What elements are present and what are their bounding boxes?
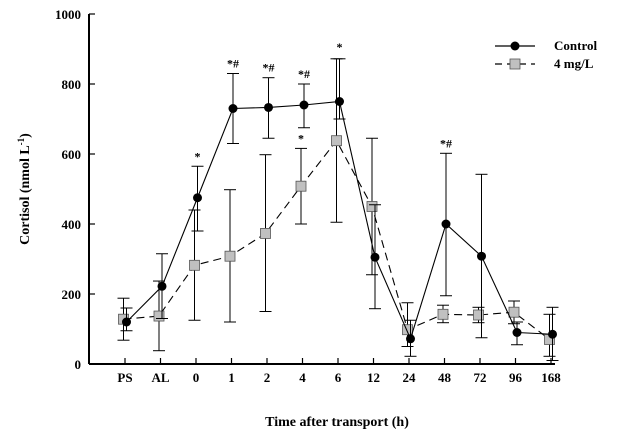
y-tick-label: 600 [62,147,82,162]
data-point [295,180,307,192]
legend-control-marker [510,41,520,51]
data-point [122,317,131,327]
data-point [331,135,342,147]
data-point [224,250,236,262]
axes-frame [88,14,555,365]
x-tick-label: 4 [299,370,306,385]
significance-marker: *# [298,67,310,81]
y-tick-label: 0 [75,357,82,372]
y-tick-label: 800 [62,77,82,92]
data-point [437,308,449,320]
legend-4mgl-label: 4 mg/L [554,56,594,71]
x-tick-label: 168 [541,370,561,385]
x-tick-label: 96 [509,370,523,385]
y-axis-label-main: Cortisol (nmol L [18,145,33,245]
x-axis-ticks: PS AL 0 1 2 4 6 12 24 48 72 96 168 [117,358,561,385]
legend-control-label: Control [554,38,597,53]
y-axis-label-close: ) [18,133,33,138]
data-point [189,259,200,271]
significance-marker: * [195,149,201,163]
y-axis-label-sup: -1 [16,137,26,145]
x-tick-label: AL [151,370,169,385]
x-tick-label: 48 [438,370,452,385]
significance-marker: * [337,40,343,54]
x-axis-label: Time after transport (h) [265,415,409,430]
legend-4mgl-marker [509,58,521,70]
data-point [153,310,165,322]
x-tick-label: 6 [335,370,342,385]
x-tick-label: 24 [403,370,417,385]
data-point [406,334,415,344]
data-point [473,309,484,321]
data-point [402,324,413,336]
x-tick-label: 1 [228,370,235,385]
x-tick-label: 12 [367,370,380,385]
data-point [335,97,344,106]
data-point [299,100,309,110]
y-tick-label: 1000 [55,7,81,22]
series-layer: ****#*#*#**# [117,40,559,361]
x-tick-label: 72 [474,370,487,385]
data-point [512,328,522,337]
y-tick-label: 400 [62,217,82,232]
y-tick-label: 200 [62,287,82,302]
data-point [370,252,380,262]
data-point [260,228,271,239]
legend: Control 4 mg/L [495,38,597,71]
data-point [548,329,557,339]
data-point [366,201,378,212]
data-point [508,306,520,318]
data-point [441,219,451,229]
data-point [193,193,202,203]
significance-marker: * [298,131,304,145]
series-0: * *# *# *# * *# [120,40,559,361]
data-point [228,104,238,113]
x-tick-label: 0 [193,370,200,385]
y-axis-label: Cortisol (nmol L-1) [16,133,33,245]
series-1: ** [117,58,556,357]
y-axis-ticks: 0 200 400 600 800 1000 [55,7,95,372]
significance-marker: *# [440,136,452,150]
data-point [264,102,273,112]
data-point [477,251,486,261]
significance-marker: *# [227,57,239,71]
significance-marker: *# [263,61,275,75]
data-point [157,281,167,291]
x-tick-label: PS [117,370,132,385]
x-tick-label: 2 [264,370,271,385]
